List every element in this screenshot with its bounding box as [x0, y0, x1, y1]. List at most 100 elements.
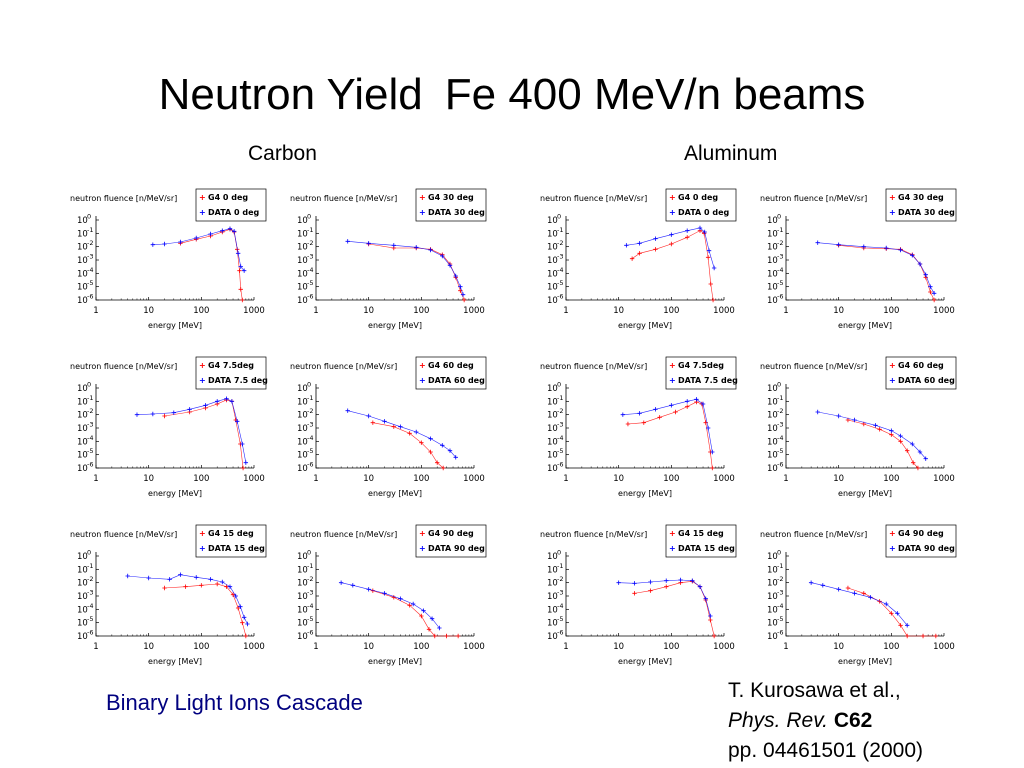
x-tick-label: 1000	[713, 306, 735, 316]
legend-marker-data: +	[889, 376, 896, 385]
plot-axes	[565, 552, 724, 637]
legend-label-g4: G4 90 deg	[898, 529, 944, 538]
svg-text:10: 10	[767, 397, 778, 407]
data-point-data	[440, 443, 445, 448]
svg-text:0: 0	[307, 549, 311, 557]
x-tick-label: 10	[833, 306, 844, 316]
svg-text:10: 10	[547, 229, 558, 239]
y-tick-label: 10 -5	[77, 615, 93, 629]
x-tick-label: 1	[93, 642, 98, 652]
svg-text:-4: -4	[307, 602, 313, 610]
data-point-data	[410, 601, 416, 607]
data-point-g4	[162, 585, 167, 591]
svg-text:-6: -6	[87, 461, 93, 469]
y-tick-label: 10 -4	[547, 434, 563, 448]
y-tick-label: 10 -2	[297, 239, 313, 253]
series-line-g4	[368, 243, 465, 301]
x-axis-title: energy [MeV]	[618, 489, 672, 498]
svg-text:-3: -3	[307, 589, 313, 597]
title-part-2: Fe 400 MeV/n beams	[444, 70, 866, 119]
legend-marker-data: +	[669, 544, 676, 553]
svg-text:10: 10	[547, 216, 558, 226]
y-tick-label: 10 -1	[297, 562, 313, 576]
svg-text:10: 10	[77, 565, 88, 575]
data-point-data	[146, 575, 151, 581]
data-point-g4	[669, 241, 674, 247]
x-tick-label: 100	[193, 306, 209, 316]
legend-marker-g4: +	[889, 361, 896, 370]
svg-text:-2: -2	[307, 239, 313, 247]
svg-text:10: 10	[77, 296, 88, 306]
data-point-g4	[407, 431, 412, 436]
data-point-g4	[162, 413, 167, 419]
svg-text:10: 10	[297, 632, 308, 642]
y-tick-label: 10 -4	[547, 602, 563, 616]
data-point-data	[203, 403, 208, 408]
series-line-data	[626, 227, 715, 269]
svg-text:10: 10	[77, 619, 88, 629]
data-point-g4	[183, 584, 188, 589]
x-tick-label: 1000	[463, 474, 485, 484]
svg-text:10: 10	[547, 451, 558, 461]
svg-text:10: 10	[767, 437, 778, 447]
y-tick-label: 10 -3	[767, 589, 783, 603]
svg-text:10: 10	[767, 579, 778, 589]
svg-text:10: 10	[77, 283, 88, 293]
data-point-data	[428, 247, 433, 253]
svg-text:10: 10	[77, 632, 88, 642]
svg-text:-2: -2	[307, 575, 313, 583]
y-tick-label: 10 0	[77, 381, 91, 395]
data-point-data	[238, 264, 243, 269]
data-point-g4	[641, 420, 646, 425]
x-tick-label: 1	[93, 306, 98, 316]
legend-marker-g4: +	[889, 193, 896, 202]
series-line-data	[136, 398, 247, 463]
svg-text:-6: -6	[307, 629, 313, 637]
data-point-data	[702, 229, 707, 235]
series-line-g4	[847, 419, 919, 469]
svg-text:10: 10	[297, 424, 308, 434]
y-axis-title: neutron fluence [n/MeV/sr]	[70, 362, 177, 371]
y-tick-label: 10 -1	[77, 226, 93, 240]
data-point-data	[836, 413, 841, 419]
data-point-data	[208, 231, 213, 237]
legend-marker-data: +	[199, 208, 206, 217]
svg-text:-2: -2	[87, 239, 93, 247]
data-point-data	[398, 424, 403, 429]
data-point-data	[414, 245, 419, 250]
data-point-data	[187, 407, 192, 412]
y-tick-label: 10 -5	[767, 279, 783, 293]
data-point-data	[447, 448, 453, 453]
svg-text:0: 0	[557, 381, 561, 389]
x-tick-label: 10	[143, 474, 154, 484]
reference-block: T. Kurosawa et al., Phys. Rev. C62 pp. 0…	[728, 676, 923, 766]
data-point-g4	[928, 289, 933, 295]
x-axis-title: energy [MeV]	[368, 657, 422, 666]
legend-marker-data: +	[199, 544, 206, 553]
series-line-data	[811, 582, 908, 626]
data-point-data	[653, 236, 658, 241]
y-axis-title: neutron fluence [n/MeV/sr]	[540, 530, 647, 539]
x-axis-title: energy [MeV]	[618, 657, 672, 666]
data-point-data	[350, 583, 356, 588]
data-point-g4	[705, 255, 711, 260]
data-point-data	[923, 456, 928, 461]
x-tick-label: 100	[413, 642, 429, 652]
data-point-data	[669, 232, 674, 237]
svg-text:10: 10	[297, 437, 308, 447]
data-point-data	[238, 604, 243, 609]
y-tick-label: 10 -4	[767, 266, 783, 280]
data-point-data	[616, 580, 621, 585]
data-point-g4	[920, 633, 926, 639]
legend-label-data: DATA 0 deg	[678, 208, 730, 217]
x-tick-label: 100	[663, 474, 679, 484]
legend: + G4 7.5deg+ DATA 7.5 deg	[665, 356, 738, 390]
data-point-g4	[673, 409, 678, 415]
svg-text:-4: -4	[777, 434, 783, 442]
svg-text:10: 10	[77, 605, 88, 615]
data-point-data	[690, 578, 695, 583]
data-point-data	[208, 577, 213, 582]
data-point-data	[637, 411, 642, 416]
svg-text:-2: -2	[777, 239, 783, 247]
